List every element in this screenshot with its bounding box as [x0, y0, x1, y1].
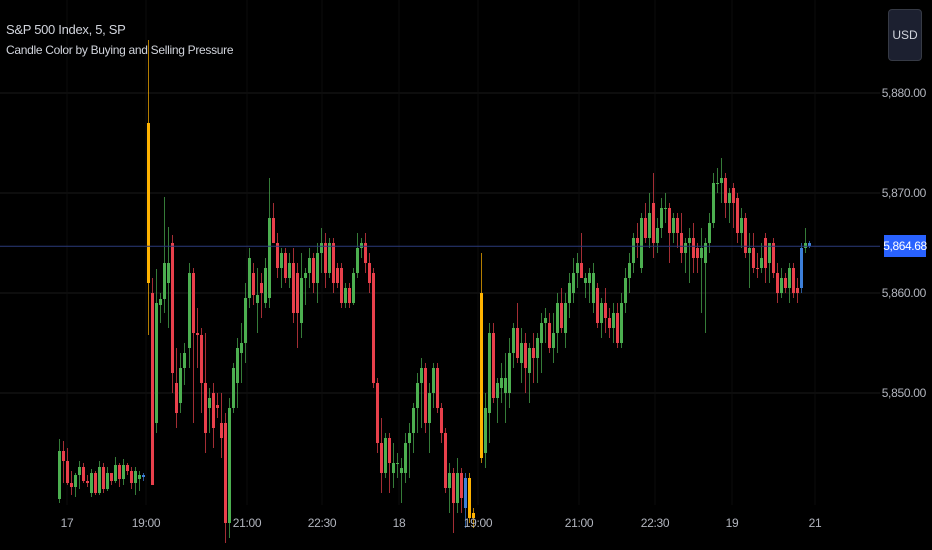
time-label: 21:00 — [232, 516, 262, 530]
time-label: 17 — [60, 516, 74, 530]
time-label: 22:30 — [307, 516, 337, 530]
price-label: 5,850.00 — [881, 386, 927, 400]
last-price-badge: 5,864.68 — [883, 235, 927, 258]
time-label: 19:00 — [131, 516, 161, 530]
time-label: 19:00 — [463, 516, 493, 530]
price-label: 5,870.00 — [881, 186, 927, 200]
time-label: 22:30 — [640, 516, 670, 530]
chart-legend: S&P 500 Index, 5, SP Candle Color by Buy… — [6, 22, 234, 57]
grid-lines — [0, 0, 880, 505]
time-label: 18 — [392, 516, 406, 530]
currency-label: USD — [892, 28, 918, 42]
price-label: 5,860.00 — [881, 286, 927, 300]
symbol-title[interactable]: S&P 500 Index, 5, SP — [6, 22, 126, 37]
currency-button[interactable]: USD — [888, 9, 922, 61]
candles — [58, 40, 811, 543]
time-label: 21:00 — [564, 516, 594, 530]
time-label: 21 — [808, 516, 822, 530]
time-label: 19 — [725, 516, 739, 530]
price-label: 5,880.00 — [881, 86, 927, 100]
indicator-title[interactable]: Candle Color by Buying and Selling Press… — [6, 43, 234, 57]
